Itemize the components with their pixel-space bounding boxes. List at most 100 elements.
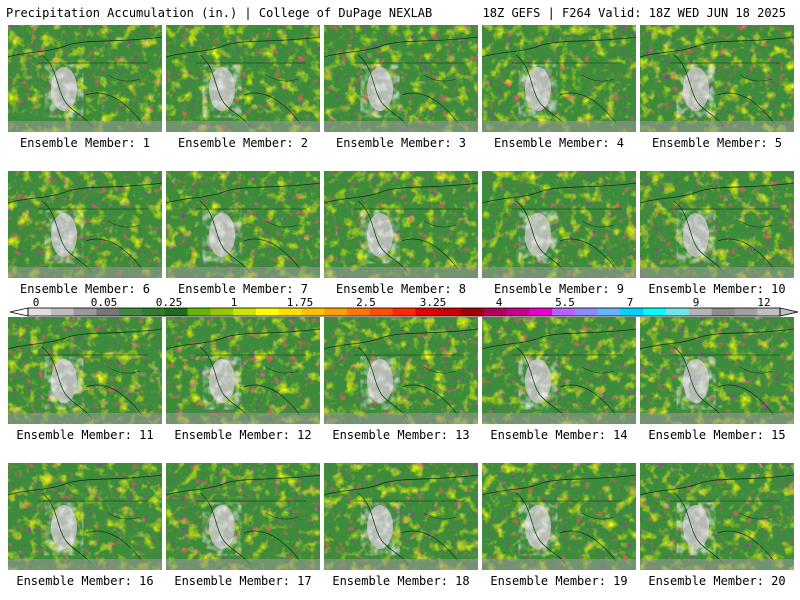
ensemble-member-label: Ensemble Member: 3 bbox=[335, 136, 467, 150]
colorbar-swatch bbox=[301, 308, 325, 316]
ensemble-member-label: Ensemble Member: 6 bbox=[19, 282, 151, 296]
precip-map bbox=[482, 171, 636, 278]
colorbar-tick-label: 1 bbox=[231, 296, 238, 309]
precip-map bbox=[640, 463, 794, 570]
colorbar-tick-label: 1.75 bbox=[287, 296, 314, 309]
colorbar-left-arrow bbox=[9, 307, 29, 317]
chart-title: Precipitation Accumulation (in.) | Colle… bbox=[6, 6, 433, 20]
colorbar-swatch bbox=[210, 308, 234, 316]
colorbar-outline bbox=[27, 307, 781, 317]
colorbar-swatch bbox=[552, 308, 576, 316]
model-run-info: 18Z GEFS | F264 Valid: 18Z WED JUN 18 20… bbox=[482, 6, 786, 20]
precip-map bbox=[166, 25, 320, 132]
ensemble-member-label: Ensemble Member: 16 bbox=[16, 574, 154, 588]
ensemble-member-label: Ensemble Member: 18 bbox=[332, 574, 470, 588]
ensemble-member-panel: Ensemble Member: 4 bbox=[482, 25, 636, 150]
colorbar-swatch bbox=[347, 308, 371, 316]
ensemble-member-panel: Ensemble Member: 10 bbox=[640, 171, 794, 296]
precip-map bbox=[166, 317, 320, 424]
precip-map bbox=[8, 317, 162, 424]
colorbar-tick-label: 7 bbox=[627, 296, 634, 309]
ensemble-member-panel: Ensemble Member: 17 bbox=[166, 463, 320, 588]
ensemble-member-label: Ensemble Member: 12 bbox=[174, 428, 312, 442]
colorbar-swatch bbox=[369, 308, 394, 316]
colorbar-swatch bbox=[50, 308, 75, 316]
colorbar-swatch bbox=[711, 308, 735, 316]
colorbar-tick-label: 0.25 bbox=[156, 296, 183, 309]
precip-map bbox=[8, 171, 162, 278]
colorbar-swatch bbox=[438, 308, 462, 316]
precip-map bbox=[482, 25, 636, 132]
colorbar-swatch bbox=[757, 308, 781, 316]
ensemble-member-label: Ensemble Member: 2 bbox=[177, 136, 309, 150]
ensemble-member-label: Ensemble Member: 8 bbox=[335, 282, 467, 296]
precip-map bbox=[166, 171, 320, 278]
colorbar-swatch bbox=[460, 308, 485, 316]
ensemble-member-panel: Ensemble Member: 12 bbox=[166, 317, 320, 442]
colorbar-swatch bbox=[164, 308, 189, 316]
precip-map bbox=[482, 463, 636, 570]
ensemble-member-label: Ensemble Member: 11 bbox=[16, 428, 154, 442]
colorbar-tick-label: 4 bbox=[496, 296, 503, 309]
colorbar-swatch bbox=[96, 308, 120, 316]
ensemble-member-label: Ensemble Member: 17 bbox=[174, 574, 312, 588]
ensemble-member-label: Ensemble Member: 10 bbox=[648, 282, 786, 296]
precip-map bbox=[640, 317, 794, 424]
precip-map bbox=[166, 463, 320, 570]
colorbar-swatch bbox=[278, 308, 302, 316]
precip-map bbox=[640, 171, 794, 278]
precip-map bbox=[640, 25, 794, 132]
colorbar-tick-label: 0 bbox=[33, 296, 40, 309]
ensemble-member-label: Ensemble Member: 19 bbox=[490, 574, 628, 588]
colorbar-swatch bbox=[574, 308, 599, 316]
colorbar-swatch bbox=[141, 308, 166, 316]
ensemble-member-panel: Ensemble Member: 1 bbox=[8, 25, 162, 150]
colorbar-swatch bbox=[506, 308, 530, 316]
precip-map bbox=[324, 317, 478, 424]
ensemble-member-panel: Ensemble Member: 16 bbox=[8, 463, 162, 588]
precip-map bbox=[324, 171, 478, 278]
colorbar-tick-label: 12 bbox=[757, 296, 770, 309]
colorbar-swatch bbox=[688, 308, 713, 316]
colorbar-right-arrow bbox=[779, 307, 799, 317]
colorbar-swatch bbox=[392, 308, 416, 316]
ensemble-member-label: Ensemble Member: 7 bbox=[177, 282, 309, 296]
ensemble-member-label: Ensemble Member: 1 bbox=[19, 136, 151, 150]
ensemble-member-panel: Ensemble Member: 5 bbox=[640, 25, 794, 150]
precip-map bbox=[8, 25, 162, 132]
colorbar-tick-label: 0.05 bbox=[91, 296, 118, 309]
ensemble-member-panel: Ensemble Member: 20 bbox=[640, 463, 794, 588]
ensemble-member-panel: Ensemble Member: 3 bbox=[324, 25, 478, 150]
ensemble-member-panel: Ensemble Member: 18 bbox=[324, 463, 478, 588]
ensemble-member-label: Ensemble Member: 5 bbox=[651, 136, 783, 150]
ensemble-member-panel: Ensemble Member: 6 bbox=[8, 171, 162, 296]
ensemble-member-panel: Ensemble Member: 19 bbox=[482, 463, 636, 588]
colorbar-swatch bbox=[483, 308, 508, 316]
colorbar-tick-label: 3.25 bbox=[420, 296, 447, 309]
ensemble-member-panel: Ensemble Member: 2 bbox=[166, 25, 320, 150]
colorbar-tick-label: 9 bbox=[693, 296, 700, 309]
colorbar-swatch bbox=[73, 308, 97, 316]
ensemble-member-panel: Ensemble Member: 8 bbox=[324, 171, 478, 296]
ensemble-member-panel: Ensemble Member: 11 bbox=[8, 317, 162, 442]
colorbar-swatch bbox=[597, 308, 621, 316]
colorbar-swatch bbox=[119, 308, 143, 316]
colorbar-swatch bbox=[620, 308, 644, 316]
colorbar-swatch bbox=[666, 308, 690, 316]
ensemble-member-label: Ensemble Member: 4 bbox=[493, 136, 625, 150]
colorbar-tick-label: 5.5 bbox=[555, 296, 575, 309]
colorbar-swatch bbox=[529, 308, 553, 316]
ensemble-member-label: Ensemble Member: 13 bbox=[332, 428, 470, 442]
colorbar-swatch bbox=[28, 308, 52, 316]
colorbar-swatch bbox=[187, 308, 211, 316]
ensemble-member-panel: Ensemble Member: 13 bbox=[324, 317, 478, 442]
colorbar-tick-label: 2.5 bbox=[356, 296, 376, 309]
precip-map bbox=[324, 463, 478, 570]
ensemble-member-label: Ensemble Member: 20 bbox=[648, 574, 786, 588]
ensemble-member-label: Ensemble Member: 9 bbox=[493, 282, 625, 296]
colorbar-graphic: 0 0.05 0.25 1 1.75 2.5 3.25 4 5.5 7 9 12 bbox=[9, 296, 799, 317]
colorbar-swatch bbox=[324, 308, 348, 316]
ensemble-member-label: Ensemble Member: 14 bbox=[490, 428, 628, 442]
ensemble-member-panel: Ensemble Member: 7 bbox=[166, 171, 320, 296]
ensemble-member-panel: Ensemble Member: 14 bbox=[482, 317, 636, 442]
